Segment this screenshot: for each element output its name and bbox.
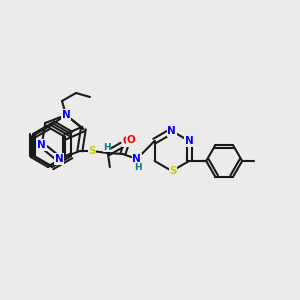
Text: S: S [88,146,96,156]
Text: H: H [134,163,142,172]
Text: N: N [55,154,63,164]
Text: O: O [127,135,135,145]
Text: S: S [169,166,177,176]
Text: N: N [133,154,141,164]
Text: N: N [185,136,194,146]
Text: N: N [61,110,70,120]
Text: H: H [103,142,111,152]
Text: N: N [38,140,46,150]
Text: O: O [122,136,131,146]
Text: N: N [167,126,176,136]
